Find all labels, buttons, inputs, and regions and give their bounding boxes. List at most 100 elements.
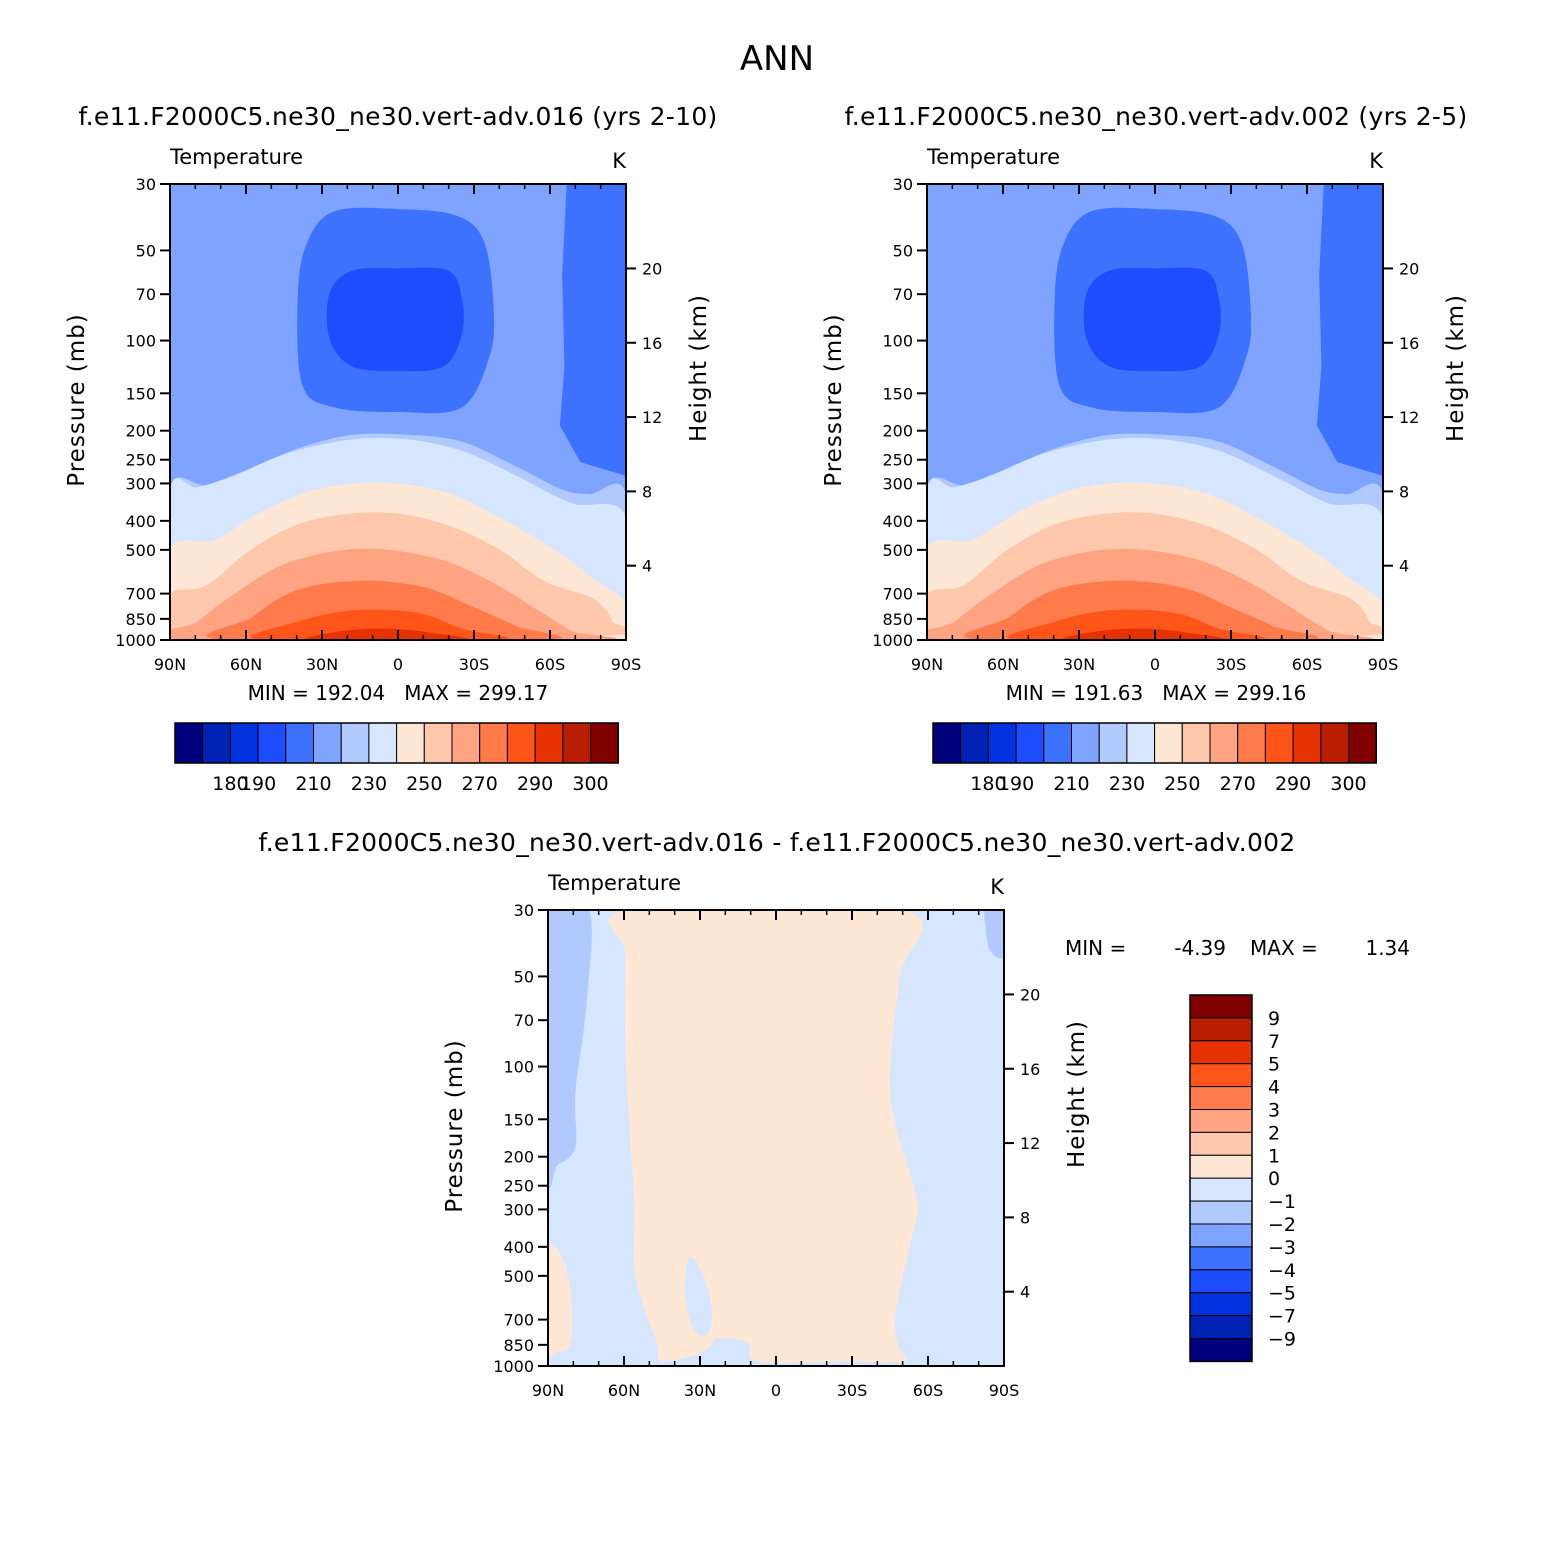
tropopause-core — [326, 267, 464, 372]
colorbar-label: 7 — [1268, 1031, 1280, 1053]
variable-label: Temperature — [926, 145, 1060, 169]
y-tick-label: 300 — [125, 474, 156, 493]
colorbar-label: 210 — [1053, 773, 1089, 795]
panel-c-minmax: MIN = -4.39 MAX = 1.34 — [1065, 936, 1410, 960]
x-tick-label: 0 — [771, 1381, 781, 1400]
y-tick-label: 200 — [882, 422, 913, 441]
y-tick-label: 100 — [503, 1058, 534, 1077]
x-tick-label: 90N — [911, 655, 943, 674]
diff-south-corner — [984, 910, 1004, 959]
height-tick-label: 8 — [1399, 482, 1409, 501]
x-tick-label: 30N — [1063, 655, 1095, 674]
colorbar-box — [1189, 1131, 1253, 1156]
diff-title: f.e11.F2000C5.ne30_ne30.vert-adv.016 - f… — [258, 828, 1295, 857]
y-tick-label: 150 — [125, 384, 156, 403]
height-tick-label: 16 — [1020, 1060, 1040, 1079]
y-tick-label: 200 — [503, 1148, 534, 1167]
panel-c-field — [548, 910, 1004, 1366]
panel-b: Temperature K 90N 60N 30N 0 30S 60S 90S 30 50 70 100… — [821, 145, 1469, 674]
y-tick-label: 30 — [514, 901, 534, 920]
x-tick-label: 0 — [393, 655, 403, 674]
x-tick-label: 90N — [154, 655, 186, 674]
colorbar-box — [1348, 722, 1377, 764]
colorbar-box — [1189, 1154, 1253, 1179]
colorbar-box — [1209, 722, 1239, 764]
x-tick-label: 30N — [684, 1381, 716, 1400]
panel-a-minmax: MIN = 192.04 MAX = 299.17 — [248, 681, 549, 705]
panel-c: Temperature K 90N 60N 30N 0 30S 60S 90S 30 50 70 100… — [442, 871, 1090, 1400]
x-tick-label: 30N — [306, 655, 338, 674]
height-axis-label: Height (km) — [1064, 1020, 1090, 1168]
colorbar-box — [479, 722, 508, 764]
panel-c-max-value: 1.34 — [1365, 936, 1410, 960]
colorbar-box — [1189, 1040, 1253, 1065]
colorbar-box — [174, 722, 204, 764]
colorbar-box — [423, 722, 453, 764]
colorbar-box — [1189, 1292, 1253, 1317]
colorbar-box — [932, 722, 962, 764]
diff-north-strip — [548, 910, 592, 1189]
y-axis-label: Pressure (mb) — [821, 313, 847, 486]
panel-a-max-label: MAX = 299.17 — [404, 681, 548, 705]
y-tick-label: 150 — [882, 384, 913, 403]
y-tick-label: 250 — [125, 451, 156, 470]
y-tick-label: 500 — [503, 1267, 534, 1286]
y-tick-label: 400 — [882, 512, 913, 531]
colorbar-label: −7 — [1268, 1306, 1296, 1328]
colorbar-box — [1264, 722, 1294, 764]
colorbar-box — [1189, 1223, 1253, 1248]
variable-label: Temperature — [169, 145, 303, 169]
colorbar-box — [1189, 1269, 1253, 1294]
south-polar-cold-region — [559, 184, 626, 476]
units-label: K — [1369, 149, 1384, 173]
band-295-300 — [1062, 628, 1226, 640]
y-tick-label: 70 — [514, 1011, 534, 1030]
colorbar-box — [313, 722, 342, 764]
colorbar-box — [1189, 1315, 1253, 1340]
colorbar-label: 250 — [1164, 773, 1200, 795]
band-290-295 — [1007, 609, 1266, 640]
colorbar-label: −1 — [1268, 1191, 1296, 1213]
colorbar-box — [1043, 722, 1073, 764]
y-tick-label: 50 — [136, 241, 156, 260]
panel-b-title: f.e11.F2000C5.ne30_ne30.vert-adv.002 (yr… — [844, 102, 1467, 131]
height-tick-label: 12 — [1020, 1134, 1040, 1153]
colorbar-box — [1189, 1177, 1253, 1202]
panel-c-min-value: -4.39 — [1174, 936, 1226, 960]
panel-a-title: f.e11.F2000C5.ne30_ne30.vert-adv.016 (yr… — [78, 102, 717, 131]
colorbar-label: 290 — [517, 773, 553, 795]
colorbar-label: 3 — [1268, 1100, 1280, 1122]
colorbar-box — [257, 722, 287, 764]
panel-a-field — [170, 184, 626, 640]
colorbar-box — [590, 722, 619, 764]
x-tick-label: 30S — [837, 1381, 868, 1400]
south-polar-cold-region — [1316, 184, 1383, 476]
colorbar-box — [1098, 722, 1128, 764]
colorbar-box — [1181, 722, 1211, 764]
colorbar-box — [1015, 722, 1045, 764]
colorbar-box — [1237, 722, 1266, 764]
colorbar-box — [1189, 1086, 1253, 1110]
x-tick-label: 90S — [1368, 655, 1399, 674]
x-tick-label: 60N — [987, 655, 1019, 674]
band-290-295 — [250, 609, 509, 640]
y-tick-label: 250 — [882, 451, 913, 470]
panel-b-minmax: MIN = 191.63 MAX = 299.16 — [1006, 681, 1307, 705]
x-tick-label: 30S — [459, 655, 490, 674]
colorbar-frame — [174, 722, 619, 764]
colorbar-box — [1189, 1246, 1253, 1271]
colorbar-label: 2 — [1268, 1122, 1280, 1144]
colorbar-box — [229, 722, 259, 764]
panel-a: Temperature K 90N 60N 30N 0 30S 60S 90S 30 50 70 100… — [64, 145, 712, 674]
colorbar-box — [1189, 1063, 1253, 1088]
y-tick-label: 200 — [125, 422, 156, 441]
height-tick-label: 20 — [642, 259, 662, 278]
colorbar-label: 270 — [462, 773, 498, 795]
x-tick-label: 90N — [532, 1381, 564, 1400]
y-axis-label: Pressure (mb) — [64, 313, 90, 486]
colorbar-label: 300 — [1330, 773, 1366, 795]
x-tick-label: 30S — [1216, 655, 1247, 674]
colorbar-label: −9 — [1268, 1329, 1296, 1351]
